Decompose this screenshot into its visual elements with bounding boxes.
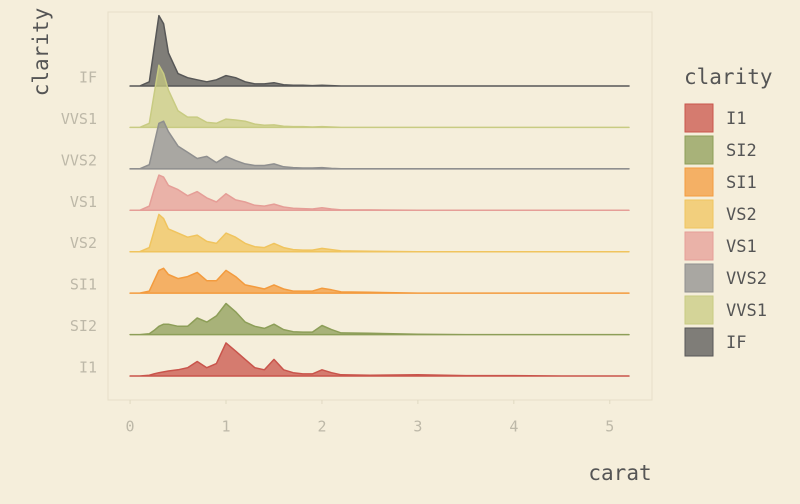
legend-label: VVS2 [726,269,767,289]
legend-swatch [684,135,714,165]
y-tick-label: I1 [79,359,97,377]
ridge [129,174,630,212]
y-tick-label: VVS1 [61,110,97,128]
legend-label: SI1 [726,173,757,193]
legend-label: VS2 [726,205,757,225]
legend-label: IF [726,333,746,353]
x-tick-label: 3 [413,418,422,436]
legend-swatch [684,103,714,133]
legend-label: I1 [726,109,746,129]
legend-swatch [684,295,714,325]
ridge [129,64,630,129]
y-tick-label: SI2 [70,317,97,335]
panel [107,11,653,401]
ridge [129,342,630,377]
x-axis-title: carat [588,461,651,485]
x-tick-label: 4 [509,418,518,436]
ridge [129,213,630,253]
ridge [129,120,630,170]
x-tick-label: 5 [605,418,614,436]
legend-swatch [684,263,714,293]
x-tick-label: 2 [317,418,326,436]
x-tick-label: 1 [221,418,230,436]
ridge [129,267,630,294]
legend-label: SI2 [726,141,757,161]
legend-swatch [684,199,714,229]
legend-swatch [684,231,714,261]
x-tick-label: 0 [126,418,135,436]
legend-label: VVS1 [726,301,767,321]
ridge [129,14,630,87]
ridge [129,302,630,336]
legend-label: VS1 [726,237,757,257]
y-tick-label: SI1 [70,276,97,294]
y-tick-label: VVS2 [61,151,97,169]
legend-swatch [684,167,714,197]
y-axis-title: clarity [29,8,53,97]
legend-title: clarity [684,65,773,89]
legend-swatch [684,327,714,357]
y-tick-label: VS2 [70,234,97,252]
ridges [129,14,630,377]
y-tick-label: VS1 [70,193,97,211]
y-tick-label: IF [79,68,97,86]
